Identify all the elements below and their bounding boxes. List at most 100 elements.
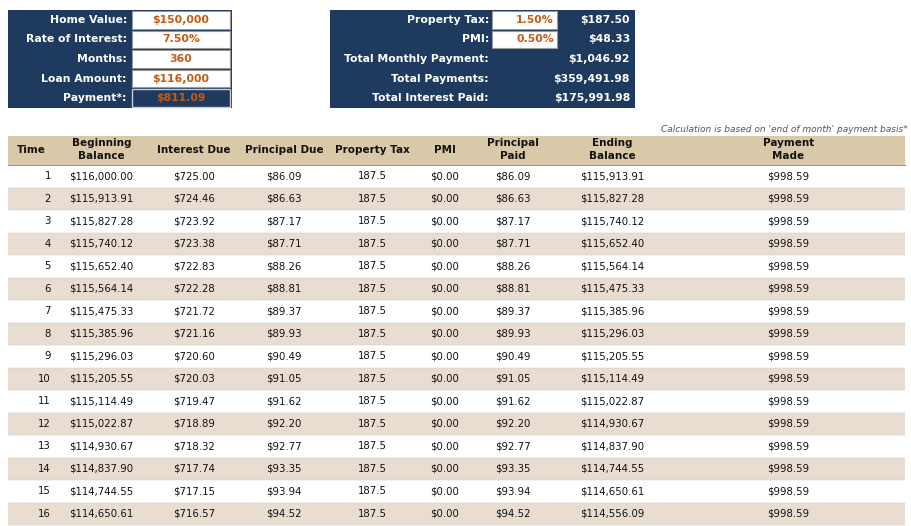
Text: $116,000: $116,000	[152, 74, 210, 84]
Text: Principal: Principal	[486, 138, 538, 148]
Text: $115,652.40: $115,652.40	[69, 261, 134, 271]
Bar	[8, 368, 904, 390]
Bar	[8, 255, 904, 278]
Bar	[132, 31, 230, 48]
Text: $91.62: $91.62	[266, 396, 302, 406]
Text: Ending: Ending	[591, 138, 632, 148]
Bar	[491, 31, 557, 48]
Bar	[132, 50, 230, 68]
Text: 2: 2	[45, 194, 51, 204]
Text: $150,000: $150,000	[152, 15, 210, 25]
Text: $114,930.67: $114,930.67	[69, 441, 134, 451]
Text: $90.49: $90.49	[495, 351, 530, 361]
Text: $717.15: $717.15	[173, 486, 215, 496]
Text: $92.20: $92.20	[266, 419, 302, 429]
Text: $114,650.61: $114,650.61	[579, 486, 644, 496]
Text: 187.5: 187.5	[357, 239, 386, 249]
Text: Loan Amount:: Loan Amount:	[42, 74, 127, 84]
Text: $0.00: $0.00	[430, 374, 458, 384]
Text: $115,913.91: $115,913.91	[579, 171, 644, 181]
Text: $719.47: $719.47	[173, 396, 215, 406]
Bar	[491, 11, 557, 28]
Text: $93.35: $93.35	[266, 464, 302, 474]
Text: $87.71: $87.71	[266, 239, 302, 249]
Text: $998.59: $998.59	[766, 306, 809, 316]
Text: $114,744.55: $114,744.55	[69, 486, 134, 496]
Text: $187.50: $187.50	[580, 15, 630, 25]
Text: 10: 10	[38, 374, 51, 384]
Text: $115,022.87: $115,022.87	[579, 396, 644, 406]
Text: 187.5: 187.5	[357, 216, 386, 226]
Text: $998.59: $998.59	[766, 171, 809, 181]
Text: Interest Due: Interest Due	[157, 145, 230, 155]
Text: $92.77: $92.77	[266, 441, 302, 451]
Text: $91.62: $91.62	[495, 396, 530, 406]
Text: $88.81: $88.81	[495, 284, 530, 294]
Text: $115,564.14: $115,564.14	[69, 284, 134, 294]
Text: $93.35: $93.35	[495, 464, 530, 474]
Text: $92.20: $92.20	[495, 419, 530, 429]
Bar	[8, 435, 904, 458]
Bar	[8, 10, 231, 108]
Text: $998.59: $998.59	[766, 239, 809, 249]
Text: $0.00: $0.00	[430, 509, 458, 519]
Text: $998.59: $998.59	[766, 396, 809, 406]
Text: 5: 5	[45, 261, 51, 271]
Text: $93.94: $93.94	[266, 486, 302, 496]
Text: $91.05: $91.05	[495, 374, 530, 384]
Text: $86.63: $86.63	[495, 194, 530, 204]
Text: $115,114.49: $115,114.49	[579, 374, 644, 384]
Bar	[8, 412, 904, 435]
Text: $998.59: $998.59	[766, 374, 809, 384]
Text: $115,652.40: $115,652.40	[579, 239, 644, 249]
Bar	[8, 165, 904, 187]
Text: $93.94: $93.94	[495, 486, 530, 496]
Text: 187.5: 187.5	[357, 419, 386, 429]
Text: Total Monthly Payment:: Total Monthly Payment:	[343, 54, 488, 64]
Text: $86.09: $86.09	[495, 171, 530, 181]
Text: $811.09: $811.09	[156, 93, 206, 103]
Text: 360: 360	[169, 54, 192, 64]
Text: $94.52: $94.52	[495, 509, 530, 519]
Text: $0.00: $0.00	[430, 284, 458, 294]
Text: 6: 6	[45, 284, 51, 294]
Bar	[8, 136, 904, 165]
Text: $87.71: $87.71	[495, 239, 530, 249]
Text: 1: 1	[45, 171, 51, 181]
Bar	[8, 232, 904, 255]
Text: $721.16: $721.16	[173, 329, 215, 339]
Text: $998.59: $998.59	[766, 441, 809, 451]
Text: $716.57: $716.57	[173, 509, 215, 519]
Text: 187.5: 187.5	[357, 351, 386, 361]
Text: $88.26: $88.26	[266, 261, 302, 271]
Text: $359,491.98: $359,491.98	[553, 74, 630, 84]
Text: $94.52: $94.52	[266, 509, 302, 519]
Text: 1.50%: 1.50%	[516, 15, 553, 25]
Text: $1,046.92: $1,046.92	[568, 54, 630, 64]
Text: 7: 7	[45, 306, 51, 316]
Text: $114,837.90: $114,837.90	[579, 441, 644, 451]
Text: $87.17: $87.17	[495, 216, 530, 226]
Text: $115,475.33: $115,475.33	[69, 306, 134, 316]
Text: Total Payments:: Total Payments:	[391, 74, 488, 84]
Bar	[132, 11, 230, 28]
Text: Time: Time	[17, 145, 46, 155]
Text: 15: 15	[38, 486, 51, 496]
Text: Payment*:: Payment*:	[64, 93, 127, 103]
Text: Months:: Months:	[77, 54, 127, 64]
Text: $998.59: $998.59	[766, 464, 809, 474]
Text: Balance: Balance	[78, 151, 125, 161]
Text: 187.5: 187.5	[357, 441, 386, 451]
Text: 4: 4	[45, 239, 51, 249]
Text: $0.00: $0.00	[430, 464, 458, 474]
Text: $722.83: $722.83	[173, 261, 215, 271]
Text: $722.28: $722.28	[173, 284, 215, 294]
Text: $115,114.49: $115,114.49	[69, 396, 133, 406]
Text: $998.59: $998.59	[766, 216, 809, 226]
Text: $115,827.28: $115,827.28	[579, 194, 644, 204]
Text: 187.5: 187.5	[357, 464, 386, 474]
Text: $115,022.87: $115,022.87	[69, 419, 133, 429]
Text: $89.93: $89.93	[495, 329, 530, 339]
Text: $718.89: $718.89	[173, 419, 215, 429]
Text: Payment: Payment	[762, 138, 814, 148]
